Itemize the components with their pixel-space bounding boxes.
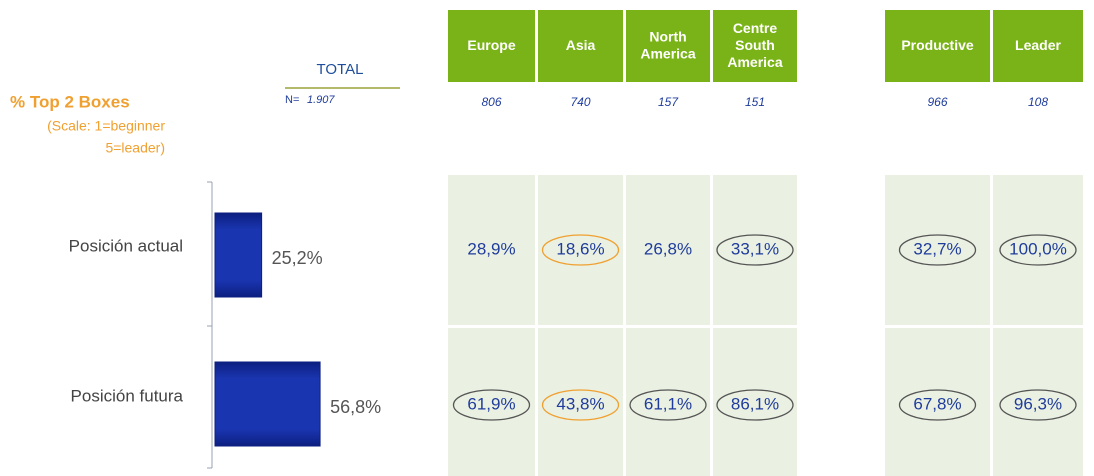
column-header — [993, 10, 1083, 82]
cell-value: 33,1% — [731, 239, 779, 258]
n-value: 151 — [745, 95, 765, 109]
column-header — [538, 10, 623, 82]
highlight-circle — [999, 234, 1077, 266]
n-value: 108 — [1028, 95, 1048, 109]
column-header-label: North America — [640, 28, 695, 61]
cell-value: 61,9% — [467, 394, 515, 413]
column-header-label: Europe — [467, 37, 515, 53]
cell-value: 86,1% — [731, 394, 779, 413]
highlight-circle — [898, 389, 977, 421]
n-value: 1.907 — [307, 94, 335, 106]
highlight-circle — [898, 234, 977, 266]
bar — [214, 361, 321, 447]
column-header-label: Productive — [901, 37, 974, 53]
cell-value: 67,8% — [913, 394, 961, 413]
chart-title: % Top 2 Boxes — [10, 92, 130, 111]
highlight-circle — [629, 389, 707, 421]
category-label: Posición futura — [71, 386, 184, 405]
cell-value: 61,1% — [644, 394, 692, 413]
highlight-circle — [716, 389, 794, 421]
cell-value: 43,8% — [556, 394, 604, 413]
column-header — [885, 10, 990, 82]
column-header-label: Leader — [1015, 37, 1061, 53]
highlight-circle — [716, 234, 794, 266]
total-label: TOTAL — [317, 61, 364, 78]
cell-value: 18,6% — [556, 239, 604, 258]
bar — [214, 212, 263, 298]
column-header — [448, 10, 535, 82]
cell-value: 28,9% — [467, 239, 515, 258]
highlight-circle — [452, 389, 531, 421]
subtitle: (Scale: 1=beginner — [47, 118, 165, 134]
row-divider — [440, 325, 1094, 328]
n-value: 966 — [927, 95, 947, 109]
column-header-label: Asia — [566, 37, 596, 53]
column-header-label: Centre South America — [727, 20, 782, 70]
column-header — [713, 10, 797, 82]
n-value: 806 — [481, 95, 501, 109]
cell-value: 96,3% — [1014, 394, 1062, 413]
highlight-circle — [541, 389, 620, 421]
n-value: 740 — [570, 95, 590, 109]
cell-value: 32,7% — [913, 239, 961, 258]
n-value: 157 — [658, 95, 679, 109]
subtitle: 5=leader) — [105, 140, 165, 156]
category-label: Posición actual — [69, 236, 183, 255]
column-header — [626, 10, 710, 82]
cell-value: 100,0% — [1009, 239, 1067, 258]
value-label: 25,2% — [272, 248, 323, 268]
highlight-circle — [999, 389, 1077, 421]
n-label: N= — [285, 94, 299, 106]
highlight-circle — [541, 234, 620, 266]
value-label: 56,8% — [330, 397, 381, 417]
cell-value: 26,8% — [644, 239, 692, 258]
